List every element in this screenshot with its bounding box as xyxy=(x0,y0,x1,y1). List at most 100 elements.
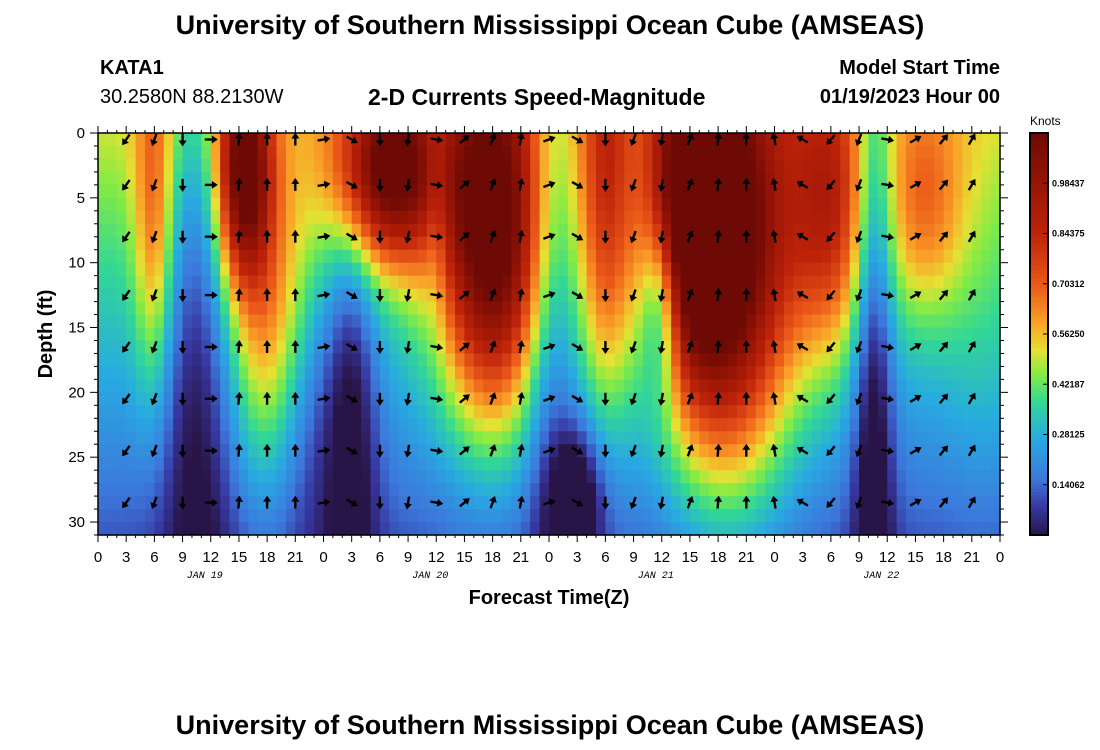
heatmap-cell xyxy=(182,210,193,225)
heatmap-cell xyxy=(633,405,644,419)
current-arrow xyxy=(517,229,525,243)
heatmap-cell xyxy=(840,210,851,225)
heatmap-cell xyxy=(238,171,249,186)
heatmap-cell xyxy=(229,171,240,186)
current-arrow xyxy=(178,178,187,192)
heatmap-cell xyxy=(473,301,484,316)
heatmap-cell xyxy=(577,353,588,368)
current-arrow xyxy=(204,343,218,351)
heatmap-cell xyxy=(342,197,353,212)
current-arrow xyxy=(517,288,525,302)
heatmap-cell xyxy=(708,457,719,471)
heatmap-cell xyxy=(708,145,719,160)
heatmap-cell xyxy=(906,275,917,290)
current-arrow xyxy=(459,498,470,508)
heatmap-cell xyxy=(746,210,757,225)
heatmap-cell xyxy=(586,418,597,432)
colorbar-segment xyxy=(1030,183,1048,188)
heatmap-cell xyxy=(267,405,278,419)
current-arrow xyxy=(854,444,863,458)
heatmap-cell xyxy=(549,509,559,523)
current-arrow xyxy=(686,230,695,243)
heatmap-cell xyxy=(492,496,503,510)
heatmap-cell xyxy=(389,522,400,536)
colorbar-segment xyxy=(1030,159,1048,164)
heatmap-cell xyxy=(652,210,663,225)
heatmap-cell xyxy=(314,262,325,277)
heatmap-cell xyxy=(765,418,776,432)
heatmap-cell xyxy=(736,379,747,393)
heatmap-cell xyxy=(567,314,578,329)
heatmap-cell xyxy=(98,288,108,303)
heatmap-cell xyxy=(163,301,174,316)
heatmap-cell xyxy=(408,171,419,186)
heatmap-cell xyxy=(849,171,860,186)
current-arrow xyxy=(657,496,666,510)
heatmap-cell xyxy=(558,197,569,212)
heatmap-cell xyxy=(417,184,428,199)
heatmap-cell xyxy=(351,340,362,355)
heatmap-cell xyxy=(210,405,221,419)
heatmap-cell xyxy=(877,158,888,173)
heatmap-cell xyxy=(849,366,860,380)
current-arrow xyxy=(909,291,922,300)
heatmap-cell xyxy=(793,457,804,471)
heatmap-cell xyxy=(774,249,785,264)
heatmap-cell xyxy=(332,418,343,432)
heatmap-cell xyxy=(163,379,174,393)
heatmap-cell xyxy=(793,262,804,277)
heatmap-cell xyxy=(135,392,146,406)
colorbar-segment xyxy=(1030,256,1048,261)
colorbar-tick-label: 0.56250 xyxy=(1052,329,1085,339)
heatmap-cell xyxy=(417,262,428,277)
heatmap-cell xyxy=(351,249,362,264)
heatmap-cell xyxy=(98,444,108,458)
heatmap-cell xyxy=(671,457,682,471)
heatmap-cell xyxy=(793,197,804,212)
heatmap-cell xyxy=(793,496,804,510)
heatmap-cell xyxy=(98,184,108,199)
heatmap-cell xyxy=(680,340,691,355)
heatmap-cell xyxy=(708,418,719,432)
heatmap-cell xyxy=(859,522,870,536)
heatmap-cell xyxy=(379,249,390,264)
colorbar-segment xyxy=(1030,454,1048,459)
current-arrow xyxy=(881,343,895,352)
heatmap-cell xyxy=(990,431,1001,445)
heatmap-cell xyxy=(210,158,221,173)
heatmap-cell xyxy=(783,379,794,393)
heatmap-cell xyxy=(990,275,1001,290)
heatmap-cell xyxy=(633,314,644,329)
heatmap-cell xyxy=(736,133,747,147)
heatmap-cell xyxy=(408,301,419,316)
heatmap-cell xyxy=(314,405,325,419)
heatmap-cell xyxy=(257,509,268,523)
colorbar-segment xyxy=(1030,166,1048,171)
heatmap-cell xyxy=(746,418,757,432)
heatmap-cell xyxy=(135,483,146,497)
heatmap-cell xyxy=(445,470,456,484)
heatmap-cell xyxy=(351,457,362,471)
heatmap-cell xyxy=(802,197,813,212)
heatmap-cell xyxy=(896,340,907,355)
current-arrow xyxy=(291,443,300,457)
heatmap-cell xyxy=(483,405,494,419)
current-arrow xyxy=(742,391,751,405)
heatmap-cell xyxy=(680,236,691,251)
current-arrow xyxy=(909,446,922,455)
heatmap-cell xyxy=(473,197,484,212)
heatmap-cell xyxy=(943,522,954,536)
heatmap-cell xyxy=(887,249,898,264)
heatmap-cell xyxy=(464,457,475,471)
heatmap-cell xyxy=(830,496,841,510)
heatmap-cell xyxy=(577,418,588,432)
heatmap-cell xyxy=(201,522,212,536)
heatmap-cell xyxy=(332,236,343,251)
heatmap-cell xyxy=(173,133,184,147)
heatmap-cell xyxy=(755,275,766,290)
heatmap-cell xyxy=(746,236,757,251)
heatmap-cell xyxy=(492,133,503,147)
heatmap-cell xyxy=(154,133,165,147)
heatmap-cell xyxy=(755,457,766,471)
heatmap-cell xyxy=(943,301,954,316)
